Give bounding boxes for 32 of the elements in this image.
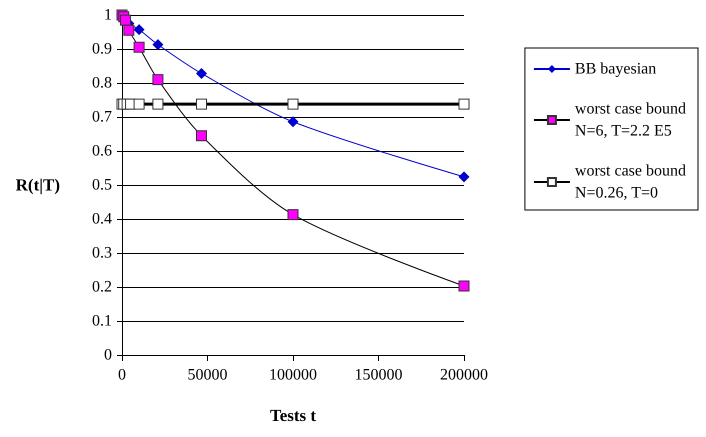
- legend-label: worst case bound N=0.26, T=0: [574, 162, 686, 202]
- y-axis-title: R(t|T): [16, 176, 60, 194]
- y-tick-label: 0.1: [92, 312, 112, 330]
- legend-label: BB bayesian: [574, 60, 656, 78]
- y-tick-label: 0: [104, 346, 112, 364]
- x-tick-label: 200000: [440, 366, 488, 384]
- point: [288, 116, 298, 128]
- point: [152, 74, 164, 86]
- point: [458, 171, 470, 182]
- point: [458, 280, 470, 292]
- x-tick-label: 0: [118, 366, 126, 384]
- point: [123, 24, 134, 36]
- x-tick-label: 50000: [188, 366, 228, 384]
- point: [152, 39, 164, 50]
- x-tick-label: 100000: [269, 366, 317, 384]
- y-tick-label: 0.4: [92, 210, 112, 228]
- y-tick-label: 0.3: [92, 244, 112, 262]
- legend-label: worst case bound N=6, T=2.2 E5: [574, 100, 686, 140]
- y-tick-label: 0.7: [92, 108, 112, 126]
- point: [134, 42, 145, 53]
- point: [196, 68, 208, 79]
- y-tick-label: 0.8: [92, 74, 112, 92]
- y-tick-label: 0.5: [92, 176, 112, 194]
- y-tick-label: 1: [104, 6, 112, 24]
- x-axis-title: Tests t: [270, 406, 316, 425]
- y-tick-label: 0.9: [92, 40, 112, 58]
- point: [134, 24, 145, 36]
- y-tick-label: 0.2: [92, 278, 112, 296]
- y-tick-label: 0.6: [92, 142, 112, 160]
- x-tick-label: 150000: [354, 366, 402, 384]
- point: [288, 209, 298, 220]
- point: [196, 130, 208, 142]
